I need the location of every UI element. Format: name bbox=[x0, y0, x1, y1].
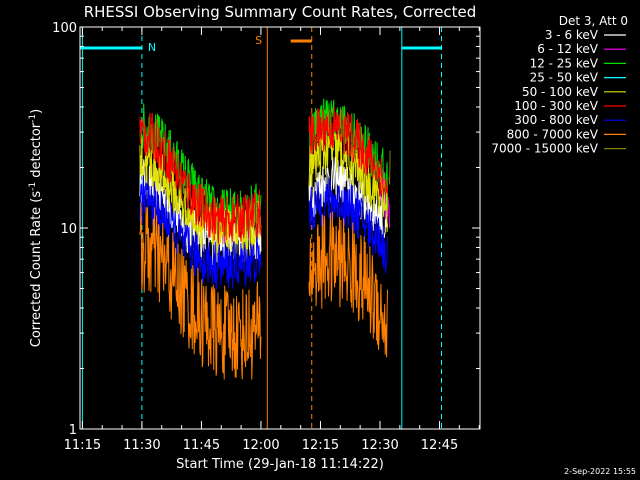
flag-markers: NS bbox=[80, 27, 443, 429]
y-axis-label: Corrected Count Rate (s-1 detector-1) bbox=[28, 109, 44, 347]
series-line bbox=[139, 202, 388, 380]
y-axis: 1 10 100 bbox=[52, 21, 480, 438]
legend-label: 800 - 7000 keV bbox=[507, 127, 599, 141]
legend-label: 12 - 25 keV bbox=[530, 56, 599, 70]
x-tick-label: 11:30 bbox=[123, 438, 160, 453]
x-tick-label: 12:45 bbox=[421, 438, 458, 453]
chart-title: RHESSI Observing Summary Count Rates, Co… bbox=[84, 3, 477, 21]
x-tick-label: 11:15 bbox=[64, 438, 101, 453]
x-tick-label: 11:45 bbox=[183, 438, 220, 453]
y-tick-label: 1 bbox=[69, 423, 77, 438]
x-tick-label: 12:00 bbox=[242, 438, 279, 453]
x-axis: 11:15 11:30 11:45 12:00 12:15 12:30 12:45 bbox=[64, 27, 480, 453]
series-line bbox=[139, 106, 388, 245]
saa-flag-label: S bbox=[255, 34, 262, 47]
legend-label: 3 - 6 keV bbox=[545, 28, 599, 42]
y-tick-label: 100 bbox=[52, 21, 77, 36]
legend-header: Det 3, Att 0 bbox=[559, 14, 628, 28]
legend-label: 100 - 300 keV bbox=[514, 99, 598, 113]
series-layer bbox=[139, 98, 392, 380]
legend-label: 300 - 800 keV bbox=[514, 113, 598, 127]
night-flag-label: N bbox=[148, 41, 156, 54]
y-tick-label: 10 bbox=[60, 222, 77, 237]
legend-label: 50 - 100 keV bbox=[522, 85, 599, 99]
series-line bbox=[388, 150, 392, 185]
x-tick-label: 12:15 bbox=[302, 438, 339, 453]
x-axis-label: Start Time (29-Jan-18 11:14:22) bbox=[176, 457, 384, 472]
legend-label: 6 - 12 keV bbox=[537, 42, 599, 56]
legend-label: 7000 - 15000 keV bbox=[491, 142, 598, 156]
x-tick-label: 12:30 bbox=[361, 438, 398, 453]
footer-date: 2-Sep-2022 15:55 bbox=[564, 467, 636, 476]
legend-label: 25 - 50 keV bbox=[530, 71, 599, 85]
